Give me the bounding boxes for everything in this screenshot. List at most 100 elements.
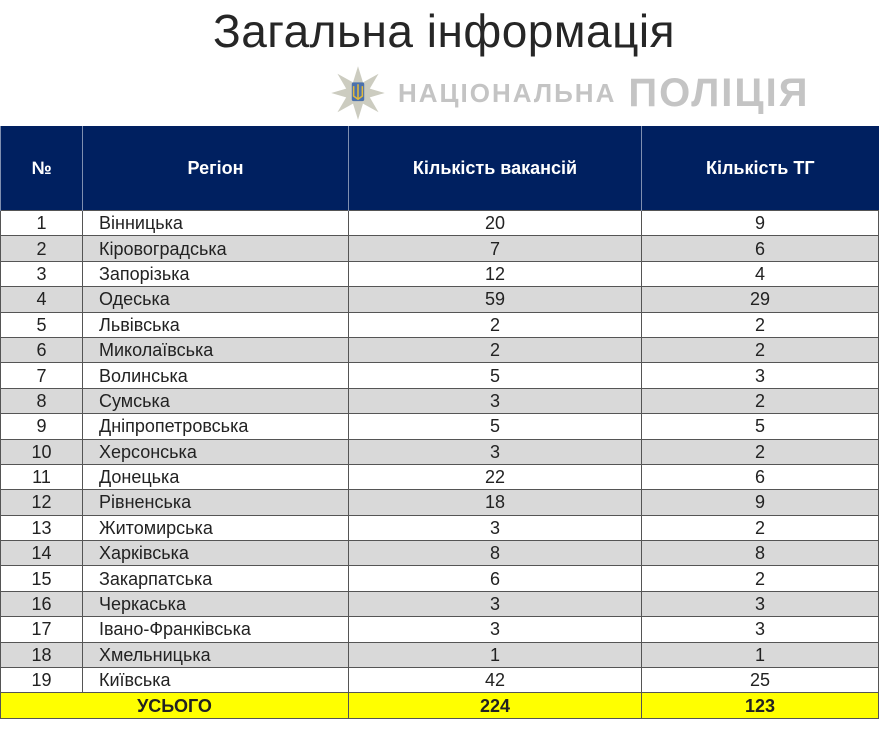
row-number: 13: [0, 514, 83, 542]
header-number: №: [0, 126, 83, 211]
row-vacancies: 22: [348, 463, 642, 491]
table-row: 18 Хмельницька 1 1: [0, 641, 879, 669]
row-number: 8: [0, 387, 83, 415]
row-region: Дніпропетровська: [82, 413, 349, 440]
row-vacancies: 42: [348, 667, 642, 694]
row-number: 14: [0, 540, 83, 567]
row-number: 4: [0, 286, 83, 313]
row-vacancies: 12: [348, 260, 642, 288]
header-communities: Кількість ТГ: [641, 126, 879, 211]
row-region: Харківська: [82, 540, 349, 567]
row-communities: 2: [641, 438, 879, 465]
row-vacancies: 7: [348, 235, 642, 262]
row-communities: 2: [641, 387, 879, 415]
watermark-line1: НАЦІОНАЛЬНА: [398, 78, 617, 108]
table-row: 14 Харківська 8 8: [0, 540, 879, 567]
table-row: 9 Дніпропетровська 5 5: [0, 413, 879, 440]
row-region: Одеська: [82, 286, 349, 313]
row-vacancies: 5: [348, 362, 642, 389]
row-region: Івано-Франківська: [82, 616, 349, 643]
row-region: Миколаївська: [82, 336, 349, 364]
row-region: Херсонська: [82, 438, 349, 465]
table-row: 15 Закарпатська 6 2: [0, 565, 879, 592]
row-communities: 29: [641, 286, 879, 313]
row-region: Закарпатська: [82, 565, 349, 592]
row-communities: 6: [641, 463, 879, 491]
table-row: 19 Київська 42 25: [0, 667, 879, 694]
row-number: 11: [0, 463, 83, 491]
watermark-line2: ПОЛІЦІЯ: [628, 71, 810, 115]
row-vacancies: 2: [348, 336, 642, 364]
row-number: 17: [0, 616, 83, 643]
row-number: 7: [0, 362, 83, 389]
row-vacancies: 2: [348, 311, 642, 338]
row-number: 9: [0, 413, 83, 440]
row-region: Донецька: [82, 463, 349, 491]
police-watermark: НАЦІОНАЛЬНА ПОЛІЦІЯ: [330, 64, 880, 122]
row-communities: 9: [641, 489, 879, 516]
table-row: 6 Миколаївська 2 2: [0, 336, 879, 364]
row-region: Житомирська: [82, 514, 349, 542]
page-title: Загальна інформація: [212, 5, 676, 57]
table-header: № Регіон Кількість вакансій Кількість ТГ: [0, 126, 879, 211]
row-number: 5: [0, 311, 83, 338]
table-row: 10 Херсонська 3 2: [0, 438, 879, 465]
row-vacancies: 5: [348, 413, 642, 440]
row-number: 1: [0, 209, 83, 237]
total-label: УСЬОГО: [0, 692, 349, 719]
row-vacancies: 3: [348, 616, 642, 643]
row-region: Кіровоградська: [82, 235, 349, 262]
row-vacancies: 20: [348, 209, 642, 237]
table-row: 17 Івано-Франківська 3 3: [0, 616, 879, 643]
row-communities: 4: [641, 260, 879, 288]
row-vacancies: 3: [348, 514, 642, 542]
row-communities: 2: [641, 565, 879, 592]
row-number: 18: [0, 641, 83, 669]
row-region: Хмельницька: [82, 641, 349, 669]
table-row: 8 Сумська 3 2: [0, 387, 879, 415]
row-region: Рівненська: [82, 489, 349, 516]
total-row: УСЬОГО 224 123: [0, 692, 879, 719]
row-number: 2: [0, 235, 83, 262]
row-communities: 2: [641, 514, 879, 542]
police-star-emblem-icon: [331, 66, 385, 120]
row-region: Львівська: [82, 311, 349, 338]
row-communities: 3: [641, 616, 879, 643]
row-number: 15: [0, 565, 83, 592]
row-region: Київська: [82, 667, 349, 694]
row-number: 16: [0, 590, 83, 618]
table-row: 2 Кіровоградська 7 6: [0, 235, 879, 262]
row-number: 10: [0, 438, 83, 465]
row-communities: 8: [641, 540, 879, 567]
table-row: 4 Одеська 59 29: [0, 286, 879, 313]
header-region: Регіон: [82, 126, 349, 211]
row-vacancies: 1: [348, 641, 642, 669]
row-communities: 9: [641, 209, 879, 237]
table-row: 7 Волинська 5 3: [0, 362, 879, 389]
table-row: 3 Запорізька 12 4: [0, 260, 879, 288]
row-number: 12: [0, 489, 83, 516]
header-vacancies: Кількість вакансій: [348, 126, 642, 211]
row-communities: 1: [641, 641, 879, 669]
row-vacancies: 8: [348, 540, 642, 567]
row-communities: 2: [641, 311, 879, 338]
row-communities: 3: [641, 590, 879, 618]
regions-table: № Регіон Кількість вакансій Кількість ТГ…: [0, 126, 879, 719]
row-region: Вінницька: [82, 209, 349, 237]
row-region: Сумська: [82, 387, 349, 415]
total-vacancies: 224: [348, 692, 642, 719]
row-communities: 2: [641, 336, 879, 364]
row-region: Черкаська: [82, 590, 349, 618]
row-communities: 5: [641, 413, 879, 440]
row-vacancies: 18: [348, 489, 642, 516]
table-row: 5 Львівська 2 2: [0, 311, 879, 338]
table-row: 12 Рівненська 18 9: [0, 489, 879, 516]
row-vacancies: 3: [348, 590, 642, 618]
row-communities: 25: [641, 667, 879, 694]
row-region: Запорізька: [82, 260, 349, 288]
table-row: 1 Вінницька 20 9: [0, 209, 879, 237]
row-vacancies: 3: [348, 438, 642, 465]
row-number: 6: [0, 336, 83, 364]
row-number: 19: [0, 667, 83, 694]
row-number: 3: [0, 260, 83, 288]
